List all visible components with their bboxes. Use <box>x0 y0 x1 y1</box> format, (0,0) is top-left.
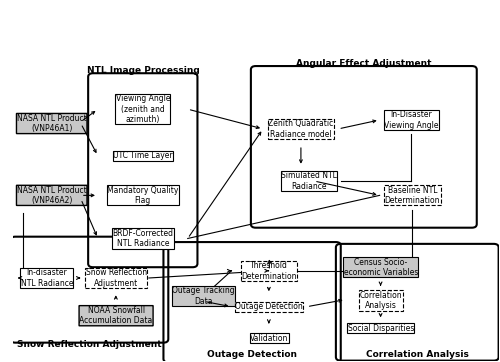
Text: BRDF-Corrected
NTL Radiance: BRDF-Corrected NTL Radiance <box>112 229 174 248</box>
Text: Correlation Analysis: Correlation Analysis <box>366 350 469 359</box>
Text: Zenith Quadratic
Radiance model: Zenith Quadratic Radiance model <box>268 119 334 139</box>
Text: Outage Detection: Outage Detection <box>235 302 303 311</box>
Text: Census Socio-
economic Variables: Census Socio- economic Variables <box>344 257 418 277</box>
Text: In-disaster
NTL Radiance: In-disaster NTL Radiance <box>20 268 73 288</box>
Text: Viewing Angle
(zenith and
azimuth): Viewing Angle (zenith and azimuth) <box>116 94 170 124</box>
Text: Angular Effect Adjustment: Angular Effect Adjustment <box>296 59 432 68</box>
Text: UTC Time Layer: UTC Time Layer <box>113 151 172 160</box>
Text: Snow Reflection Adjustment: Snow Reflection Adjustment <box>17 340 162 349</box>
Text: NASA NTL Product
(VNP46A2): NASA NTL Product (VNP46A2) <box>17 186 86 205</box>
Text: Mandatory Quality
Flag: Mandatory Quality Flag <box>107 186 178 205</box>
Text: Validation: Validation <box>250 334 288 343</box>
Text: Snow Reflection
Adjustment: Snow Reflection Adjustment <box>86 268 146 288</box>
Text: Threshold
Determination: Threshold Determination <box>242 261 297 281</box>
Text: In-Disaster
Viewing Angle: In-Disaster Viewing Angle <box>384 110 438 130</box>
Text: NASA NTL Product
(VNP46A1): NASA NTL Product (VNP46A1) <box>17 114 86 133</box>
Text: Simulated NTL
Radiance: Simulated NTL Radiance <box>281 171 337 191</box>
Text: Outage Detection: Outage Detection <box>207 350 297 359</box>
Text: Correlation
Analysis: Correlation Analysis <box>360 291 402 310</box>
Text: NTL Image Processing: NTL Image Processing <box>86 66 200 75</box>
Text: NOAA Snowfall
Accumulation Data: NOAA Snowfall Accumulation Data <box>80 306 152 325</box>
Text: Baseline NTL
Determination: Baseline NTL Determination <box>384 186 440 205</box>
Text: Outage Tracking
Data: Outage Tracking Data <box>172 286 235 306</box>
Text: Social Disparities: Social Disparities <box>348 324 414 333</box>
